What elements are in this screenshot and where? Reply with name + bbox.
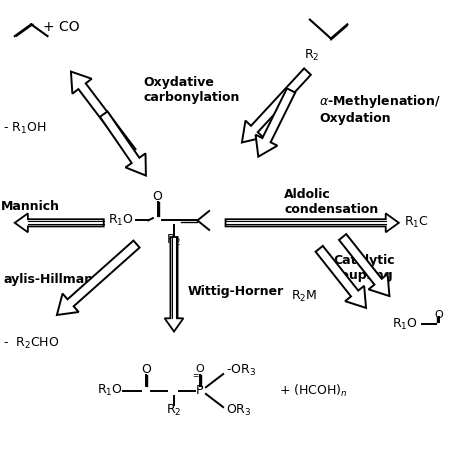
Text: O: O [141,363,151,376]
Text: Wittig-Horner: Wittig-Horner [188,285,284,298]
Polygon shape [15,213,104,232]
Text: Catalytic
coupling: Catalytic coupling [333,254,395,282]
Text: - R$_1$OH: - R$_1$OH [3,121,46,136]
Polygon shape [164,237,183,331]
Polygon shape [100,111,146,175]
Text: R$_1$O: R$_1$O [109,213,134,228]
Polygon shape [316,246,366,308]
Text: Aldolic
condensation: Aldolic condensation [284,188,378,216]
Text: R$_1$O: R$_1$O [97,383,122,398]
Polygon shape [242,68,311,143]
Text: Oxydative
carbonylation: Oxydative carbonylation [144,76,240,104]
Text: -  R$_2$CHO: - R$_2$CHO [3,336,59,351]
Text: + CO: + CO [43,20,80,34]
Text: + (HCOH)$_n$: + (HCOH)$_n$ [279,383,348,399]
Text: -OR$_3$: -OR$_3$ [226,363,255,378]
Text: P: P [196,384,203,397]
Polygon shape [339,234,390,296]
Text: O: O [195,365,204,374]
Polygon shape [226,213,399,232]
Text: R$_2$M: R$_2$M [291,289,318,304]
Text: O: O [153,191,163,203]
Polygon shape [255,89,295,156]
Text: R$_2$: R$_2$ [166,403,182,418]
Polygon shape [57,241,139,315]
Text: R$_1$O: R$_1$O [392,317,418,332]
Text: aylis-Hillman: aylis-Hillman [3,273,93,286]
Text: R$_2$: R$_2$ [304,47,320,63]
Text: R$_1$C: R$_1$C [403,215,428,230]
Polygon shape [71,72,136,155]
Text: R$_2$: R$_2$ [166,233,182,248]
Text: $\alpha$-Methylenation/
Oxydation: $\alpha$-Methylenation/ Oxydation [319,93,441,126]
Text: OR$_3$: OR$_3$ [226,403,251,418]
Text: Mannich: Mannich [0,200,60,213]
Text: $=$: $=$ [191,371,200,380]
Text: O: O [434,310,443,320]
